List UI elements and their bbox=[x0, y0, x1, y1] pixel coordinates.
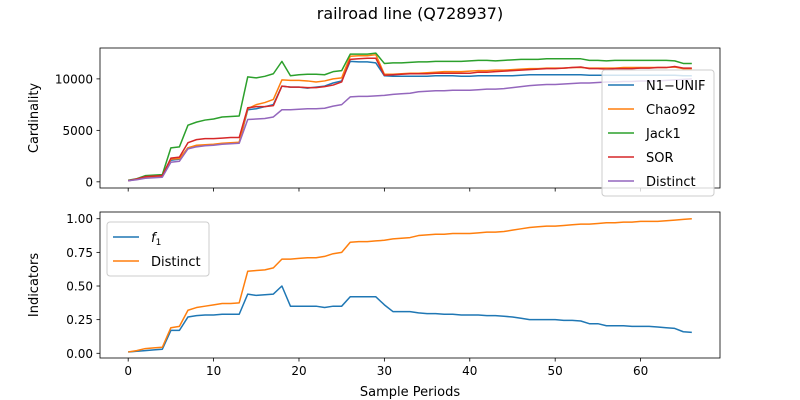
legend: N1−UNIF Chao92 Jack1 SOR Distinct bbox=[601, 69, 715, 197]
y-tick-label: 0.00 bbox=[66, 347, 93, 361]
y-tick-label: 0 bbox=[85, 175, 93, 189]
indicators-chart: 0 10 20 30 40 50 60 0.00 0.25 0.50 0.75 1.00 Indicat… bbox=[27, 211, 721, 400]
legend: f1 Distinct bbox=[106, 221, 210, 277]
x-tick-label: 0 bbox=[124, 364, 132, 378]
series-line-1-1 bbox=[128, 217, 692, 353]
y-tick-label: 0.75 bbox=[66, 246, 93, 260]
axes-frame bbox=[99, 47, 721, 189]
legend-label: Distinct bbox=[151, 255, 201, 270]
axes-frame bbox=[99, 211, 721, 359]
legend-box bbox=[106, 221, 210, 277]
legend-label: N1−UNIF bbox=[646, 79, 705, 94]
y-tick-label: 10000 bbox=[55, 72, 93, 86]
y-tick-label: 1.00 bbox=[66, 212, 93, 226]
legend-label: f1 bbox=[151, 231, 161, 248]
y-tick-label: 0.25 bbox=[66, 313, 93, 327]
y-axis-label: Cardinality bbox=[27, 83, 42, 154]
y-tick-label: 0.50 bbox=[66, 280, 93, 294]
series-line-0-3 bbox=[128, 57, 692, 182]
x-tick-label: 50 bbox=[548, 364, 563, 378]
legend-label: Distinct bbox=[646, 175, 696, 190]
y-tick-label: 5000 bbox=[62, 124, 93, 138]
figure-title: railroad line (Q728937) bbox=[317, 4, 503, 23]
y-axis-label: Indicators bbox=[27, 253, 42, 317]
cardinality-chart: 0 5000 10000 Cardinality N1−UNIF Chao92 Jack1 S… bbox=[27, 47, 721, 197]
x-tick-label: 20 bbox=[291, 364, 306, 378]
legend-box bbox=[601, 69, 715, 197]
series-line-0-4 bbox=[128, 78, 692, 182]
x-tick-label: 30 bbox=[377, 364, 392, 378]
x-axis-label: Sample Periods bbox=[360, 385, 460, 400]
legend-label: SOR bbox=[646, 151, 674, 166]
x-tick-label: 40 bbox=[462, 364, 477, 378]
legend-label: Chao92 bbox=[646, 103, 696, 118]
series-line-1-0 bbox=[128, 285, 692, 353]
series-line-0-2 bbox=[128, 52, 692, 182]
x-tick-label: 10 bbox=[206, 364, 221, 378]
legend-label: Jack1 bbox=[645, 127, 681, 142]
x-tick-label: 60 bbox=[633, 364, 648, 378]
